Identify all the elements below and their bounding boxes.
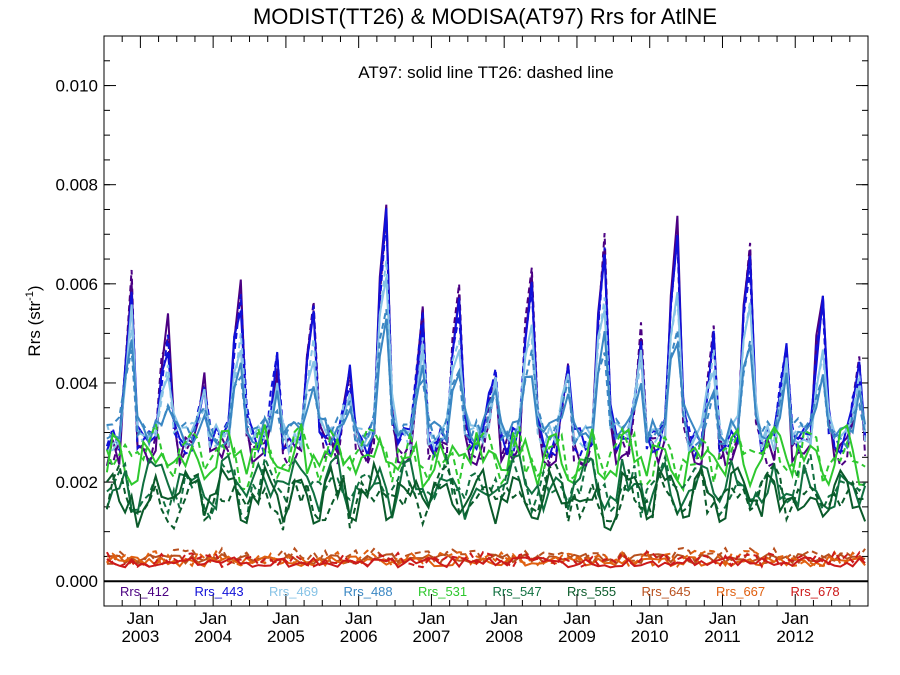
x-tick-month: Jan [199, 609, 226, 628]
x-tick-year: 2012 [776, 627, 814, 646]
line-style-note: AT97: solid line TT26: dashed line [358, 63, 613, 82]
series-lines [105, 204, 867, 569]
legend: Rrs_412 Rrs_443 Rrs_469 Rrs_488 Rrs_531 Rrs_5… [120, 584, 840, 599]
series-line-rrs-555-dashed [105, 461, 866, 531]
series-line-rrs-488-dashed [106, 308, 867, 450]
x-tick-year: 2010 [631, 627, 669, 646]
x-tick-month: Jan [127, 609, 154, 628]
legend-entry-rrs-531: Rrs_531 [418, 584, 467, 599]
y-axis-label-superscript: -1 [24, 291, 36, 301]
y-tick-label: 0.008 [55, 176, 98, 195]
x-tick-month: Jan [636, 609, 663, 628]
legend-entry-rrs-678: Rrs_678 [791, 584, 840, 599]
series-line-rrs-531-dashed [105, 420, 866, 491]
x-tick-year: 2008 [485, 627, 523, 646]
x-tick-month: Jan [345, 609, 372, 628]
y-axis-label: Rrs (str-1) [24, 285, 44, 356]
legend-entry-rrs-412: Rrs_412 [120, 584, 169, 599]
legend-entry-rrs-645: Rrs_645 [642, 584, 691, 599]
x-tick-year: 2005 [267, 627, 305, 646]
x-tick-month: Jan [272, 609, 299, 628]
y-axis-label-text: Rrs (str [25, 301, 44, 357]
legend-entry-rrs-667: Rrs_667 [716, 584, 765, 599]
x-tick-month: Jan [782, 609, 809, 628]
legend-entry-rrs-469: Rrs_469 [269, 584, 318, 599]
y-tick-label: 0.010 [55, 77, 98, 96]
x-tick-month: Jan [490, 609, 517, 628]
y-tick-label: 0.004 [55, 374, 98, 393]
y-tick-label: 0.000 [55, 572, 98, 591]
legend-entry-rrs-547: Rrs_547 [493, 584, 542, 599]
series-line-rrs-547-dashed [106, 453, 866, 522]
legend-entry-rrs-443: Rrs_443 [195, 584, 244, 599]
x-tick-month: Jan [709, 609, 736, 628]
legend-entry-rrs-488: Rrs_488 [344, 584, 393, 599]
x-tick-year: 2003 [121, 627, 159, 646]
x-tick-year: 2006 [340, 627, 378, 646]
y-axis: 0.000 0.002 0.004 0.006 0.008 0.010 [55, 60, 868, 607]
chart-title: MODIST(TT26) & MODISA(AT97) Rrs for AtlN… [253, 4, 717, 29]
x-tick-year: 2011 [704, 627, 741, 646]
x-axis: Jan2003Jan2004Jan2005Jan2006Jan2007Jan20… [121, 36, 851, 646]
x-tick-month: Jan [563, 609, 590, 628]
legend-entry-rrs-555: Rrs_555 [567, 584, 616, 599]
series-line-rrs-678-solid [106, 556, 866, 569]
x-tick-month: Jan [418, 609, 445, 628]
y-tick-label: 0.006 [55, 275, 98, 294]
y-tick-label: 0.002 [55, 473, 98, 492]
y-axis-label-close: ) [25, 285, 44, 291]
x-tick-year: 2009 [558, 627, 596, 646]
series-line-rrs-678-dashed [106, 549, 867, 569]
x-tick-year: 2007 [413, 627, 451, 646]
x-tick-year: 2004 [194, 627, 232, 646]
series-line-rrs-555-solid [106, 459, 867, 532]
